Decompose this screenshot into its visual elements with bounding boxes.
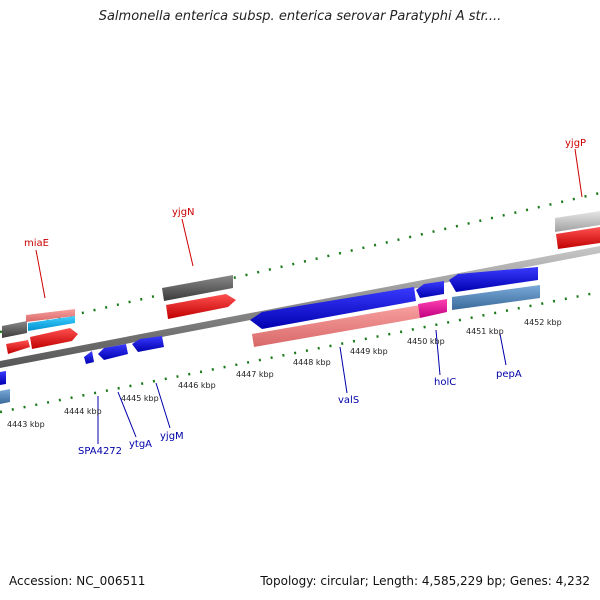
- callout-line: [339, 346, 348, 394]
- gene-block: [2, 321, 27, 338]
- gene-block: [252, 305, 420, 347]
- gene-label-pepA[interactable]: pepA: [496, 369, 522, 380]
- callout-line: [435, 329, 441, 376]
- kbp-label: 4448 kbp: [293, 358, 331, 367]
- gene-arrow: [556, 227, 600, 249]
- gene-arrow: [250, 287, 416, 329]
- kbp-label: 4446 kbp: [178, 381, 216, 390]
- kbp-label: 4445 kbp: [121, 394, 159, 403]
- gene-label-yjgN[interactable]: yjgN: [172, 207, 195, 218]
- gene-label-yjgP[interactable]: yjgP: [565, 138, 586, 149]
- gene-label-ytgA[interactable]: ytgA: [129, 439, 152, 450]
- kbp-label: 4449 kbp: [350, 347, 388, 356]
- kbp-label: 4450 kbp: [407, 337, 445, 346]
- gene-label-holC[interactable]: holC: [434, 377, 456, 388]
- kbp-label: 4451 kbp: [466, 327, 504, 336]
- gene-arrow: [416, 281, 444, 298]
- gene-label-valS[interactable]: valS: [338, 395, 359, 406]
- callout-line: [499, 333, 507, 366]
- callout-line: [181, 218, 194, 267]
- gene-block: [418, 299, 447, 318]
- topology-summary: Topology: circular; Length: 4,585,229 bp…: [260, 574, 590, 588]
- accession-text: Accession: NC_006511: [9, 574, 146, 588]
- gene-arrow: [84, 351, 94, 364]
- gene-block: [0, 389, 10, 404]
- gene-label-SPA4272[interactable]: SPA4272: [78, 446, 122, 457]
- map-title: Salmonella enterica subsp. enterica sero…: [98, 9, 502, 24]
- kbp-label: 4452 kbp: [524, 318, 562, 327]
- callout-line: [574, 148, 583, 198]
- gene-arrow: [30, 328, 78, 349]
- gene-arrow: [132, 336, 164, 352]
- gene-arrow: [6, 340, 30, 354]
- gene-block: [28, 316, 75, 331]
- gene-arrow: [449, 267, 538, 292]
- gene-arrow: [98, 344, 128, 360]
- callout-line: [117, 391, 137, 438]
- gene-block: [26, 309, 75, 322]
- gene-arrow: [0, 371, 6, 385]
- gene-label-yjgM[interactable]: yjgM: [160, 431, 184, 442]
- kbp-label: 4443 kbp: [7, 420, 45, 429]
- gene-label-miaE[interactable]: miaE: [24, 238, 49, 249]
- gene-block: [162, 275, 233, 301]
- kbp-label: 4447 kbp: [236, 370, 274, 379]
- kbp-label: 4444 kbp: [64, 407, 102, 416]
- gene-arrow: [166, 294, 236, 319]
- gene-block: [555, 211, 600, 232]
- callout-line: [35, 249, 46, 299]
- gene-block: [452, 285, 540, 310]
- callout-line: [155, 382, 171, 429]
